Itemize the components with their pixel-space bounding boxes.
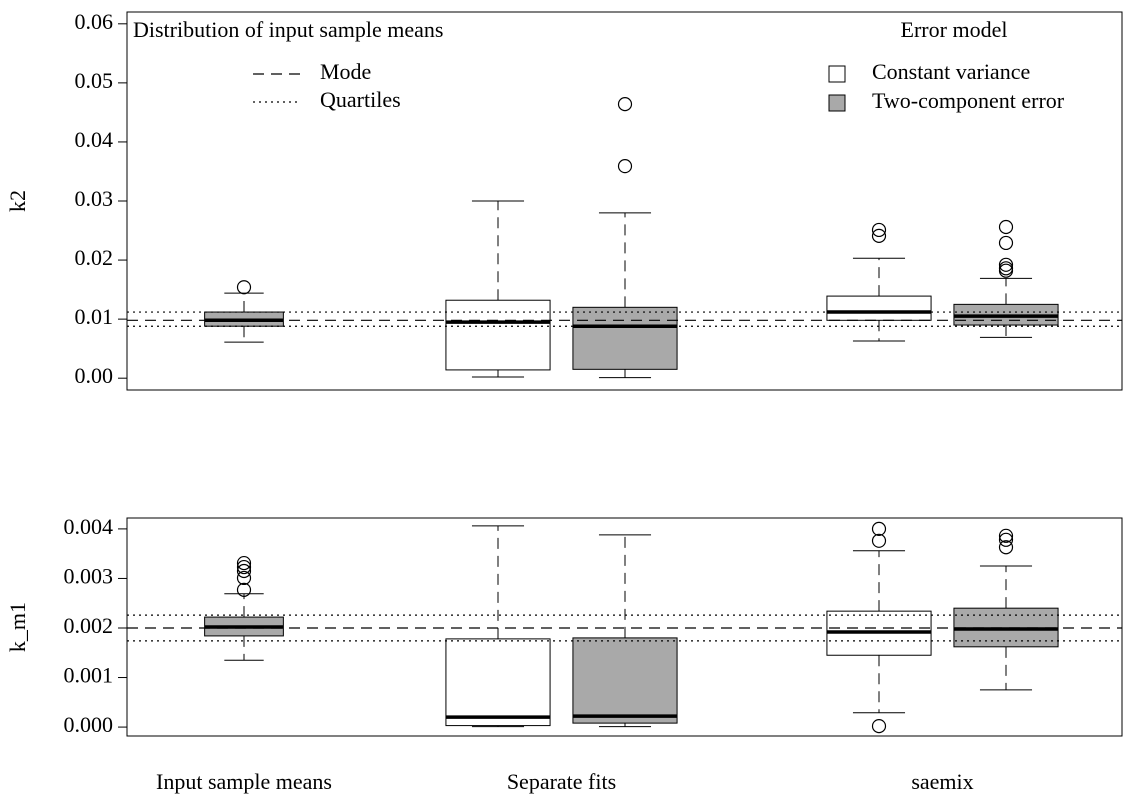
legend-label: Quartiles <box>320 87 401 112</box>
y-axis-label: k_m1 <box>5 602 30 652</box>
box <box>572 306 678 370</box>
outlier <box>998 235 1014 251</box>
outlier <box>236 280 252 295</box>
y-axis-label: k2 <box>5 190 30 212</box>
y-tick-label: 0.01 <box>75 304 114 329</box>
outlier <box>617 159 633 174</box>
y-tick-label: 0.04 <box>75 127 114 152</box>
category-label: saemix <box>911 769 973 794</box>
outlier <box>998 532 1014 547</box>
legend-label: Two-component error <box>872 88 1065 113</box>
outlier <box>871 718 887 734</box>
outlier <box>998 528 1014 543</box>
outlier <box>871 521 887 537</box>
legend-label: Constant variance <box>872 59 1030 84</box>
outlier <box>236 563 252 579</box>
outlier <box>998 263 1014 278</box>
box <box>826 295 932 321</box>
outlier <box>236 582 252 597</box>
legend-label: Mode <box>320 59 371 84</box>
outlier <box>236 559 252 575</box>
y-tick-label: 0.02 <box>75 245 114 270</box>
y-tick-label: 0.001 <box>64 663 114 688</box>
outlier <box>871 228 887 243</box>
y-tick-label: 0.05 <box>75 68 114 93</box>
box <box>445 299 551 371</box>
outlier <box>998 219 1014 235</box>
y-tick-label: 0.00 <box>75 363 114 388</box>
outlier <box>871 222 887 238</box>
legend-title: Distribution of input sample means <box>133 17 443 42</box>
legend-swatch <box>828 94 846 112</box>
y-tick-label: 0.004 <box>64 514 114 539</box>
outlier <box>236 555 252 571</box>
category-label: Input sample means <box>156 769 332 794</box>
legend-title: Error model <box>901 17 1008 42</box>
box <box>445 638 551 727</box>
y-tick-label: 0.03 <box>75 186 114 211</box>
outlier <box>617 97 633 112</box>
plot-frame <box>126 517 1123 737</box>
legend-swatch <box>828 65 846 83</box>
outlier <box>998 540 1014 555</box>
box <box>572 637 678 724</box>
outlier <box>236 570 252 586</box>
outlier <box>871 533 887 548</box>
y-tick-label: 0.06 <box>75 9 114 34</box>
outlier <box>998 257 1014 272</box>
category-label: Separate fits <box>507 769 616 794</box>
y-tick-label: 0.000 <box>64 712 114 737</box>
y-tick-label: 0.003 <box>64 563 114 588</box>
y-tick-label: 0.002 <box>64 613 114 638</box>
